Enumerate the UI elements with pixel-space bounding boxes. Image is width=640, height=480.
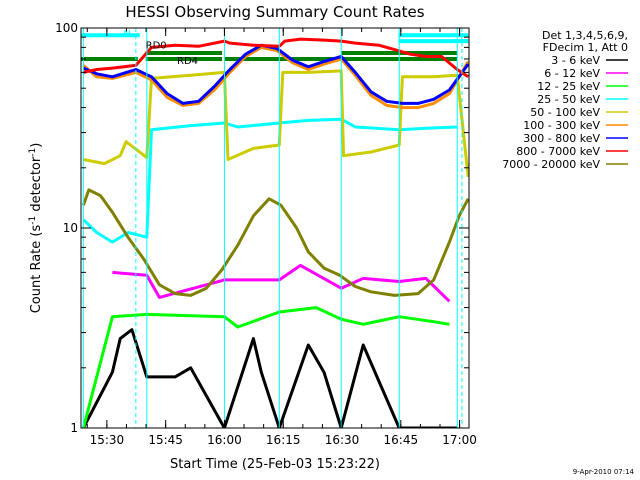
axis-ticks: 15:30 15:45 16:00 16:15 16:30 16:45 17:00 1 10 10… xyxy=(55,21,477,447)
chart-title: HESSI Observing Summary Count Rates xyxy=(125,3,424,21)
legend-label-100-300-kev: 100 - 300 keV xyxy=(523,119,600,132)
y-tick-label-0: 1 xyxy=(70,421,78,435)
y-axis-label-main: Count Rate (s xyxy=(29,225,44,314)
x-tick-label-6: 17:00 xyxy=(442,433,477,447)
x-tick-label-1: 15:45 xyxy=(148,433,183,447)
legend-label-7000-20000-kev: 7000 - 20000 keV xyxy=(502,158,600,171)
series-line-6-12-kev xyxy=(112,263,451,303)
series-line-12-25-kev xyxy=(81,306,450,428)
x-tick-label-5: 16:45 xyxy=(384,433,419,447)
annotation-n: N xyxy=(123,29,130,40)
y-axis-label-sup: -1 xyxy=(28,216,38,225)
x-axis-label: Start Time (25-Feb-03 15:23:22) xyxy=(170,457,380,472)
legend-label-300-800-kev: 300 - 800 keV xyxy=(523,132,600,145)
legend-header-2: FDecim 1, Att 0 xyxy=(543,41,628,54)
y-axis-label: Count Rate (s-1 detector-1) xyxy=(28,143,44,314)
x-tick-label-2: 16:00 xyxy=(207,433,242,447)
legend-label-6-12-kev: 6 - 12 keV xyxy=(544,67,600,80)
footer-timestamp: 9-Apr-2010 07:14 xyxy=(573,468,635,476)
x-tick-label-4: 16:30 xyxy=(325,433,360,447)
legend-label-50-100-kev: 50 - 100 keV xyxy=(530,106,600,119)
series-line-3-6-kev xyxy=(82,328,458,428)
boundary-lines xyxy=(82,28,463,428)
legend-header-1: Det 1,3,4,5,6,9, xyxy=(542,29,628,42)
x-tick-label-3: 16:15 xyxy=(266,433,301,447)
y-tick-label-1: 10 xyxy=(63,221,78,235)
annotations: RD0 RD4 N xyxy=(123,29,198,67)
series-lines xyxy=(81,37,469,428)
y-axis-label-tail: detector xyxy=(29,156,44,216)
y-tick-label-2: 100 xyxy=(55,21,78,35)
legend-label-12-25-kev: 12 - 25 keV xyxy=(537,80,600,93)
series-line-100-300-kev xyxy=(82,45,469,110)
series-line-7000-20000-kev xyxy=(81,188,469,297)
legend-label-25-50-kev: 25 - 50 keV xyxy=(537,93,600,106)
annotation-rd0: RD0 xyxy=(146,40,167,51)
legend: Det 1,3,4,5,6,9, FDecim 1, Att 0 3 - 6 k… xyxy=(502,29,628,171)
series-line-300-800-kev xyxy=(82,43,469,105)
series-line-25-50-kev xyxy=(82,117,458,244)
plot-frame xyxy=(80,27,470,429)
y-axis-label-sup2: -1 xyxy=(28,148,38,157)
y-axis-label-close: ) xyxy=(29,143,44,148)
annotation-rd4: RD4 xyxy=(177,56,198,67)
legend-label-800-7000-kev: 800 - 7000 keV xyxy=(516,145,600,158)
x-tick-label-0: 15:30 xyxy=(90,433,125,447)
legend-label-3-6-kev: 3 - 6 keV xyxy=(551,54,600,67)
series-line-800-7000-kev xyxy=(83,37,469,79)
